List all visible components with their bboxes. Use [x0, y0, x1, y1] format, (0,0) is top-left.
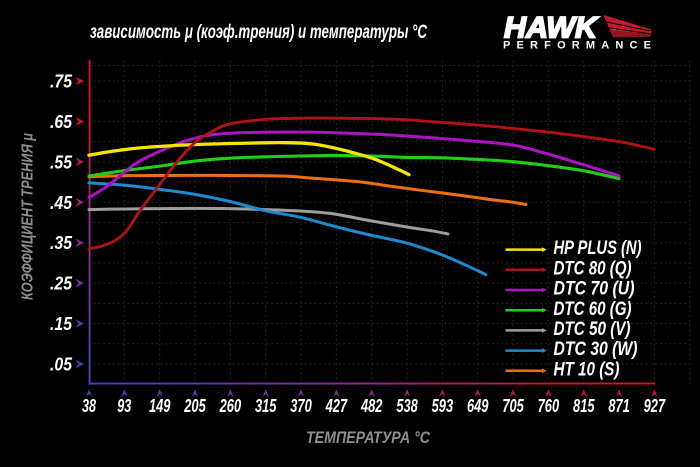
svg-text:.45: .45: [50, 193, 73, 213]
svg-text:.25: .25: [50, 274, 73, 294]
svg-text:315: 315: [255, 396, 277, 416]
svg-text:593: 593: [432, 396, 454, 416]
svg-text:.55: .55: [50, 152, 73, 172]
svg-text:205: 205: [184, 396, 207, 416]
svg-text:370: 370: [290, 396, 312, 416]
svg-text:.35: .35: [50, 233, 73, 253]
svg-text:DTC 80 (Q): DTC 80 (Q): [554, 258, 632, 279]
svg-text:КОЭФФИЦИЕНТ ТРЕНИЯ μ: КОЭФФИЦИЕНТ ТРЕНИЯ μ: [20, 133, 37, 300]
svg-text:зависимость μ (коэф.трения) и: зависимость μ (коэф.трения) и температур…: [90, 22, 427, 43]
svg-text:760: 760: [538, 396, 560, 416]
svg-text:HAWK: HAWK: [504, 12, 599, 45]
svg-text:HT 10 (S): HT 10 (S): [554, 359, 620, 380]
svg-text:HP PLUS (N): HP PLUS (N): [554, 238, 642, 259]
svg-text:ТЕМПЕРАТУРА °C: ТЕМПЕРАТУРА °C: [306, 428, 431, 447]
svg-text:38: 38: [82, 396, 96, 416]
svg-text:DTC 70 (U): DTC 70 (U): [554, 279, 635, 300]
svg-text:DTC 60 (G): DTC 60 (G): [554, 299, 632, 320]
svg-text:DTC 50 (V): DTC 50 (V): [554, 319, 631, 340]
svg-text:871: 871: [608, 396, 630, 416]
svg-text:815: 815: [573, 396, 595, 416]
svg-text:149: 149: [149, 396, 171, 416]
svg-text:.75: .75: [50, 72, 73, 92]
svg-text:DTC 30 (W): DTC 30 (W): [554, 339, 638, 360]
svg-text:538: 538: [396, 396, 418, 416]
svg-text:.15: .15: [50, 314, 73, 334]
svg-text:927: 927: [644, 396, 666, 416]
svg-text:482: 482: [360, 396, 382, 416]
svg-text:649: 649: [467, 396, 489, 416]
svg-text:.05: .05: [50, 355, 73, 375]
svg-text:.65: .65: [50, 112, 73, 132]
svg-text:427: 427: [325, 396, 348, 416]
svg-text:705: 705: [502, 396, 524, 416]
svg-text:93: 93: [117, 396, 131, 416]
svg-text:260: 260: [219, 396, 241, 416]
